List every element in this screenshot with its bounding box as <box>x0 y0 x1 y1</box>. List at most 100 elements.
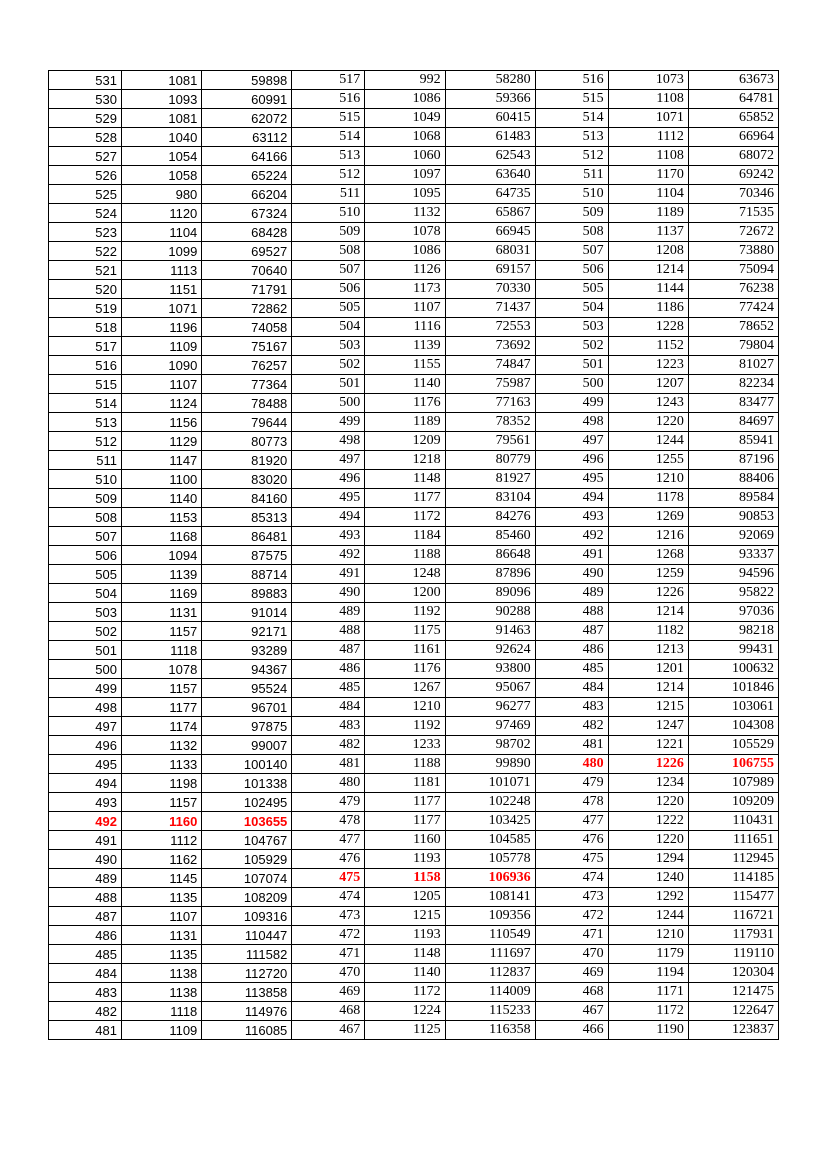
cell: 475 <box>535 850 608 869</box>
cell: 112945 <box>688 850 778 869</box>
cell: 101846 <box>688 679 778 698</box>
table-row: 482111811497646812241152334671172122647 <box>49 1002 779 1021</box>
cell: 1193 <box>365 926 445 945</box>
table-row: 481110911608546711251163584661190123837 <box>49 1021 779 1040</box>
cell: 1060 <box>365 147 445 166</box>
cell: 1071 <box>608 109 688 128</box>
cell: 477 <box>535 812 608 831</box>
cell: 466 <box>535 1021 608 1040</box>
cell: 62543 <box>445 147 535 166</box>
cell: 1132 <box>365 204 445 223</box>
cell: 62072 <box>202 109 292 128</box>
cell: 1214 <box>608 261 688 280</box>
cell: 499 <box>49 679 122 698</box>
table-row: 526105865224512109763640511117069242 <box>49 166 779 185</box>
table-row: 518119674058504111672553503122878652 <box>49 318 779 337</box>
cell: 59366 <box>445 90 535 109</box>
cell: 1168 <box>122 527 202 546</box>
cell: 497 <box>535 432 608 451</box>
cell: 1209 <box>365 432 445 451</box>
cell: 1179 <box>608 945 688 964</box>
table-row: 528104063112514106861483513111266964 <box>49 128 779 147</box>
cell: 104767 <box>202 831 292 850</box>
cell: 500 <box>535 375 608 394</box>
cell: 505 <box>535 280 608 299</box>
cell: 108209 <box>202 888 292 907</box>
table-row: 53110815989851799258280516107363673 <box>49 71 779 90</box>
cell: 1172 <box>608 1002 688 1021</box>
cell: 63640 <box>445 166 535 185</box>
table-row: 485113511158247111481116974701179119110 <box>49 945 779 964</box>
cell: 79804 <box>688 337 778 356</box>
cell: 1189 <box>608 204 688 223</box>
table-row: 483113811385846911721140094681171121475 <box>49 983 779 1002</box>
cell: 92624 <box>445 641 535 660</box>
cell: 487 <box>535 622 608 641</box>
cell: 78652 <box>688 318 778 337</box>
cell: 490 <box>535 565 608 584</box>
cell: 1188 <box>365 755 445 774</box>
cell: 1099 <box>122 242 202 261</box>
cell: 67324 <box>202 204 292 223</box>
cell: 1160 <box>122 812 202 831</box>
table-row: 487110710931647312151093564721244116721 <box>49 907 779 926</box>
cell: 86648 <box>445 546 535 565</box>
cell: 103061 <box>688 698 778 717</box>
cell: 77424 <box>688 299 778 318</box>
cell: 113858 <box>202 983 292 1002</box>
cell: 1220 <box>608 831 688 850</box>
cell: 516 <box>49 356 122 375</box>
cell: 1255 <box>608 451 688 470</box>
table-row: 524112067324510113265867509118971535 <box>49 204 779 223</box>
cell: 1186 <box>608 299 688 318</box>
cell: 495 <box>49 755 122 774</box>
cell: 1107 <box>122 375 202 394</box>
cell: 75094 <box>688 261 778 280</box>
cell: 94596 <box>688 565 778 584</box>
cell: 482 <box>535 717 608 736</box>
cell: 1182 <box>608 622 688 641</box>
cell: 109209 <box>688 793 778 812</box>
cell: 89096 <box>445 584 535 603</box>
cell: 1210 <box>365 698 445 717</box>
cell: 1135 <box>122 888 202 907</box>
cell: 122647 <box>688 1002 778 1021</box>
cell: 496 <box>49 736 122 755</box>
cell: 97875 <box>202 717 292 736</box>
cell: 501 <box>49 641 122 660</box>
table-row: 49511331001404811188998904801226106755 <box>49 755 779 774</box>
cell: 1125 <box>365 1021 445 1040</box>
cell: 91014 <box>202 603 292 622</box>
cell: 99007 <box>202 736 292 755</box>
cell: 1081 <box>122 109 202 128</box>
cell: 493 <box>292 527 365 546</box>
cell: 528 <box>49 128 122 147</box>
cell: 1224 <box>365 1002 445 1021</box>
cell: 483 <box>49 983 122 1002</box>
cell: 1226 <box>608 584 688 603</box>
cell: 477 <box>292 831 365 850</box>
table-row: 507116886481493118485460492121692069 <box>49 527 779 546</box>
cell: 1162 <box>122 850 202 869</box>
cell: 1220 <box>608 413 688 432</box>
cell: 486 <box>49 926 122 945</box>
cell: 73692 <box>445 337 535 356</box>
cell: 84276 <box>445 508 535 527</box>
cell: 69527 <box>202 242 292 261</box>
cell: 489 <box>535 584 608 603</box>
cell: 101338 <box>202 774 292 793</box>
cell: 980 <box>122 185 202 204</box>
cell: 500 <box>49 660 122 679</box>
table-row: 529108162072515104960415514107165852 <box>49 109 779 128</box>
cell: 63112 <box>202 128 292 147</box>
cell: 1139 <box>122 565 202 584</box>
cell: 1137 <box>608 223 688 242</box>
cell: 1131 <box>122 603 202 622</box>
cell: 469 <box>535 964 608 983</box>
cell: 106755 <box>688 755 778 774</box>
cell: 87896 <box>445 565 535 584</box>
table-row: 52598066204511109564735510110470346 <box>49 185 779 204</box>
cell: 1157 <box>122 679 202 698</box>
cell: 483 <box>292 717 365 736</box>
cell: 1139 <box>365 337 445 356</box>
